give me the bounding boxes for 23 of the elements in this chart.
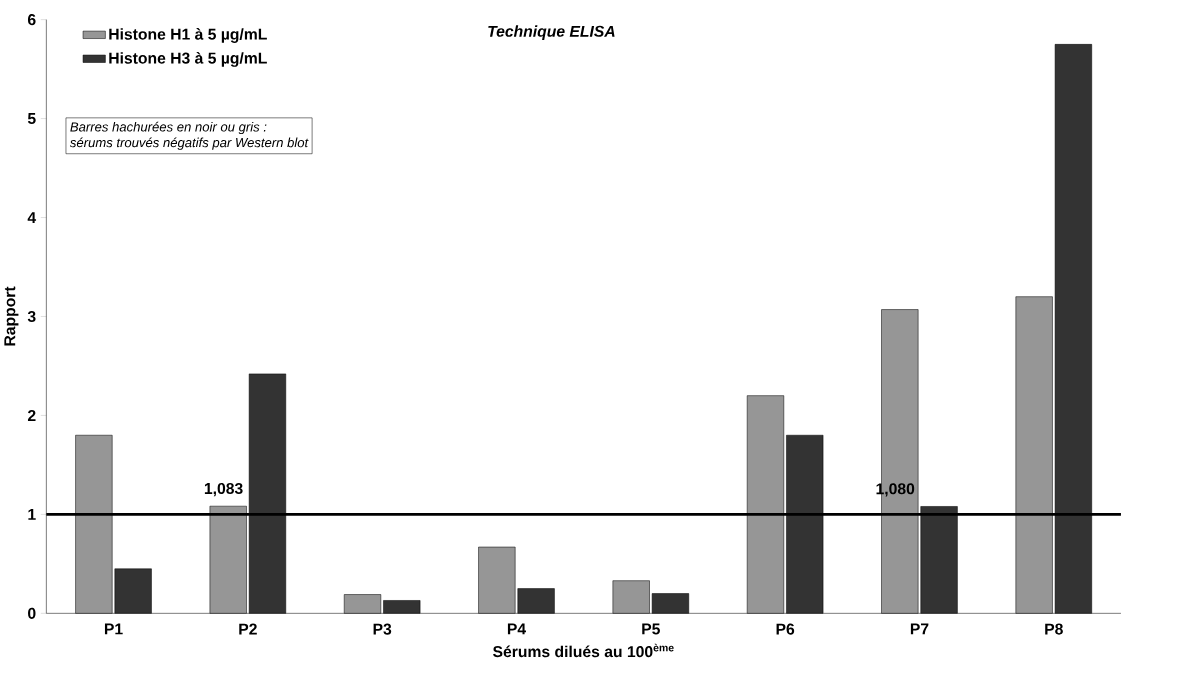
y-tick-label: 1 xyxy=(28,509,36,520)
y-axis-title: Rapport xyxy=(4,286,19,346)
annotation: 1,083 xyxy=(204,482,243,497)
y-tick-label: 2 xyxy=(27,410,36,421)
legend-label: Histone H1 à 5 µg/mL xyxy=(109,28,267,43)
annotation: Barres hachurées en noir ou gris : xyxy=(70,121,267,135)
y-tick-label: 3 xyxy=(27,310,36,323)
legend-label: Histone H3 à 5 µg/mL xyxy=(109,52,267,67)
annotation: sérums trouvés négatifs par Western blot xyxy=(69,137,309,150)
x-tick-label: P7 xyxy=(910,623,929,635)
x-tick-label: P1 xyxy=(104,623,123,635)
y-tick-label: 5 xyxy=(27,113,36,125)
y-tick-label: 6 xyxy=(27,14,36,26)
x-tick-label: P6 xyxy=(776,623,795,635)
y-tick-label: 4 xyxy=(27,212,37,223)
x-tick-label: P8 xyxy=(1045,623,1063,635)
x-tick-label: P3 xyxy=(373,623,392,635)
chart-title: Technique ELISA xyxy=(488,25,615,40)
y-tick-label: 0 xyxy=(28,607,36,619)
x-tick-label: P4 xyxy=(507,623,526,635)
x-axis-title: Sérums dilués au 100$^{ème}$ xyxy=(493,643,674,658)
x-tick-label: P2 xyxy=(239,623,257,635)
x-tick-label: P5 xyxy=(642,623,660,635)
